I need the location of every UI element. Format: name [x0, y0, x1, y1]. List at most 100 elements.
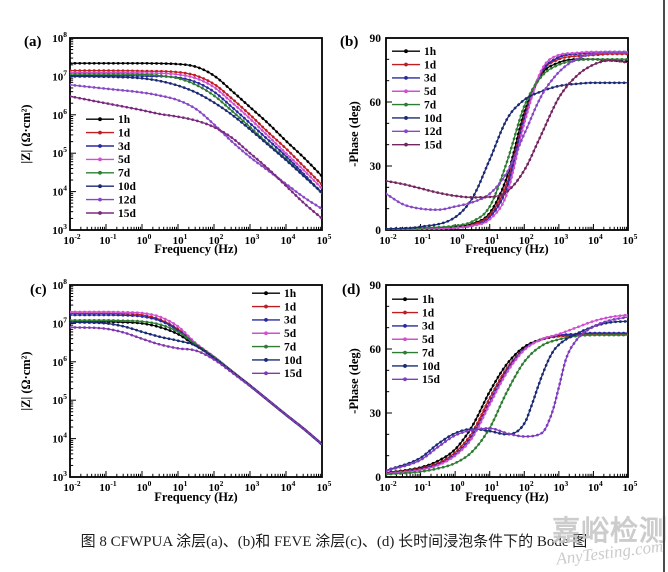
panel-label: (c) [30, 282, 47, 298]
legend-label: 1h [118, 114, 131, 126]
svg-text:103: 103 [52, 469, 67, 484]
series-7d [386, 333, 628, 476]
svg-text:105: 105 [317, 479, 332, 494]
svg-text:105: 105 [623, 479, 638, 494]
legend-item-10d: 10d [86, 181, 137, 193]
svg-text:101: 101 [173, 479, 188, 494]
legend-item-3d: 3d [392, 73, 437, 85]
legend-item-10d: 10d [392, 361, 441, 373]
y-tick-labels: 0 30 60 90 [370, 33, 382, 237]
svg-text:107: 107 [52, 315, 67, 330]
svg-text:100: 100 [137, 232, 152, 247]
svg-text:102: 102 [209, 232, 224, 247]
x-axis-ticks [385, 471, 629, 477]
svg-text:10-2: 10-2 [379, 479, 396, 494]
svg-text:104: 104 [588, 232, 603, 247]
svg-text:0: 0 [375, 225, 381, 237]
svg-text:60: 60 [370, 97, 382, 109]
series-group [386, 313, 628, 476]
legend-item-12d: 12d [86, 194, 137, 206]
legend-label: 10d [118, 181, 137, 193]
series-12d [386, 51, 628, 211]
legend-item-15d: 15d [252, 368, 303, 380]
series-group [70, 310, 322, 446]
svg-text:102: 102 [519, 232, 534, 247]
svg-text:103: 103 [553, 479, 568, 494]
legend-item-1h: 1h [252, 288, 297, 300]
series-group [386, 50, 628, 230]
legend-item-12d: 12d [392, 126, 443, 138]
y-axis-label: |Z| (Ω·cm²) [19, 104, 33, 163]
legend-label: 3d [284, 315, 297, 327]
legend-item-5d: 5d [392, 334, 435, 346]
legend-label: 10d [424, 113, 443, 125]
legend-item-1h: 1h [86, 114, 131, 126]
legend-item-5d: 5d [86, 154, 131, 166]
plot-box [69, 37, 323, 231]
series-3d [386, 50, 628, 230]
series-10d [386, 81, 628, 230]
legend-label: 1d [118, 127, 131, 139]
series-15d [386, 315, 628, 473]
watermark-site-name: 嘉峪检测网 [552, 516, 668, 547]
legend-item-1h: 1h [392, 46, 437, 58]
svg-text:101: 101 [484, 479, 499, 494]
svg-text:10-1: 10-1 [99, 232, 116, 247]
legend-label: 10d [422, 361, 441, 373]
bode-phase-plot-d: 10-2 10-1 100 101 102 103 104 105 0 30 60 90 Frequen… [342, 280, 638, 504]
legend-label: 12d [424, 126, 443, 138]
series-15d [386, 59, 628, 199]
legend-item-7d: 7d [392, 99, 437, 111]
legend-label: 3d [424, 73, 437, 85]
svg-text:90: 90 [370, 280, 382, 292]
legend-label: 12d [118, 194, 137, 206]
series-10d [70, 75, 322, 194]
svg-text:100: 100 [450, 479, 465, 494]
legend-label: 15d [284, 368, 303, 380]
x-axis-label: Frequency (Hz) [465, 242, 548, 256]
svg-text:100: 100 [137, 479, 152, 494]
svg-text:10-1: 10-1 [414, 479, 431, 494]
y-axis-label: -Phase (deg) [347, 101, 361, 167]
legend-item-7d: 7d [86, 168, 131, 180]
svg-text:101: 101 [484, 232, 499, 247]
series-1d [386, 332, 628, 475]
right-edge-line [663, 0, 665, 572]
legend-item-1d: 1d [252, 301, 297, 313]
legend-label: 1d [422, 307, 435, 319]
plot-box [385, 284, 629, 478]
svg-text:106: 106 [52, 107, 67, 122]
svg-text:30: 30 [370, 161, 382, 173]
svg-text:30: 30 [370, 408, 382, 420]
series-15d [70, 325, 322, 446]
svg-text:105: 105 [52, 145, 67, 160]
svg-text:104: 104 [52, 184, 67, 199]
x-tick-labels: 10-2 10-1 100 101 102 103 104 105 [379, 479, 637, 494]
x-axis-ticks [69, 224, 323, 230]
legend-item-3d: 3d [86, 141, 131, 153]
y-tick-labels: 103 104 105 106 107 108 [52, 30, 67, 237]
legend-label: 5d [118, 154, 131, 166]
bode-phase-plot-b: 10-2 10-1 100 101 102 103 104 105 0 30 60 90 Frequen… [340, 33, 638, 256]
svg-text:103: 103 [52, 222, 67, 237]
panel-label: (a) [24, 34, 42, 50]
legend-label: 1h [284, 288, 297, 300]
figure-caption: 图 8 CFWPUA 涂层(a)、(b)和 FEVE 涂层(c)、(d) 长时间… [80, 534, 588, 550]
y-axis-ticks [386, 284, 392, 478]
svg-text:10-1: 10-1 [414, 232, 431, 247]
svg-text:101: 101 [173, 232, 188, 247]
series-1h [386, 58, 628, 230]
y-axis-ticks [70, 284, 76, 478]
legend-label: 5d [284, 328, 297, 340]
svg-text:0: 0 [375, 472, 381, 484]
plot-box [69, 284, 323, 478]
series-1h [70, 62, 322, 178]
series-1d [386, 52, 628, 230]
svg-text:107: 107 [52, 68, 67, 83]
svg-text:102: 102 [519, 479, 534, 494]
legend-label: 1h [424, 46, 437, 58]
legend-label: 15d [424, 139, 443, 151]
svg-text:60: 60 [370, 344, 382, 356]
